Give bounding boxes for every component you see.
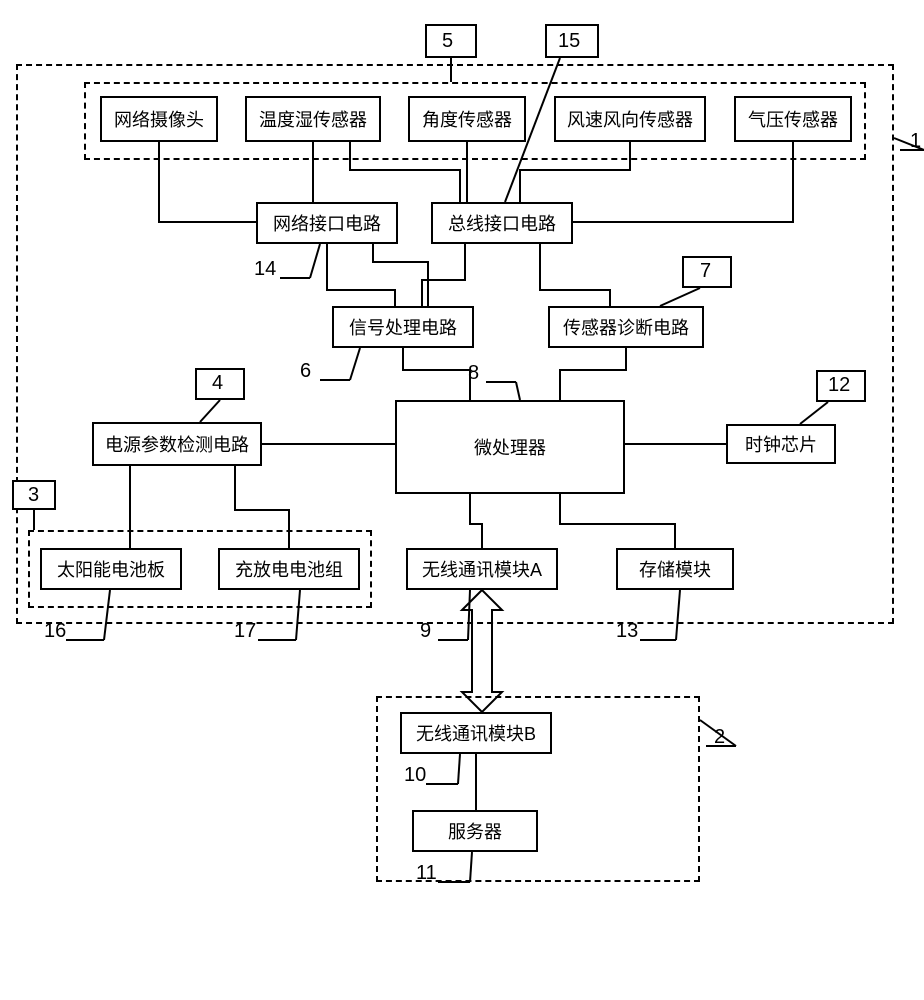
node-wind: 风速风向传感器 — [554, 96, 706, 142]
node-server: 服务器 — [412, 810, 538, 852]
node-temp: 温度湿传感器 — [245, 96, 381, 142]
node-wcomA: 无线通讯模块A — [406, 548, 558, 590]
node-angle: 角度传感器 — [408, 96, 526, 142]
ref-label-17: 17 — [234, 620, 256, 643]
node-cam: 网络摄像头 — [100, 96, 218, 142]
node-clock: 时钟芯片 — [726, 424, 836, 464]
ref-label-13: 13 — [616, 620, 638, 643]
callout-label-5: 5 — [442, 30, 453, 53]
callout-label-7: 7 — [700, 260, 711, 283]
ref-label-10: 10 — [404, 764, 426, 787]
ref-label-8: 8 — [468, 362, 479, 385]
node-pwrdet: 电源参数检测电路 — [92, 422, 262, 466]
ref-label-16: 16 — [44, 620, 66, 643]
callout-label-4: 4 — [212, 372, 223, 395]
node-sdiag: 传感器诊断电路 — [548, 306, 704, 348]
node-batt: 充放电电池组 — [218, 548, 360, 590]
node-busif: 总线接口电路 — [431, 202, 573, 244]
node-wcomB: 无线通讯模块B — [400, 712, 552, 754]
node-sigproc: 信号处理电路 — [332, 306, 474, 348]
ref-label-1: 1 — [910, 130, 921, 153]
callout-label-12: 12 — [828, 374, 850, 397]
node-netif: 网络接口电路 — [256, 202, 398, 244]
node-mcu: 微处理器 — [395, 400, 625, 494]
callout-label-3: 3 — [28, 484, 39, 507]
ref-label-2: 2 — [714, 726, 725, 749]
ref-label-9: 9 — [420, 620, 431, 643]
ref-label-6: 6 — [300, 360, 311, 383]
node-storage: 存储模块 — [616, 548, 734, 590]
node-press: 气压传感器 — [734, 96, 852, 142]
callout-label-15: 15 — [558, 30, 580, 53]
node-solar: 太阳能电池板 — [40, 548, 182, 590]
ref-label-11: 11 — [416, 862, 437, 885]
ref-label-14: 14 — [254, 258, 276, 281]
